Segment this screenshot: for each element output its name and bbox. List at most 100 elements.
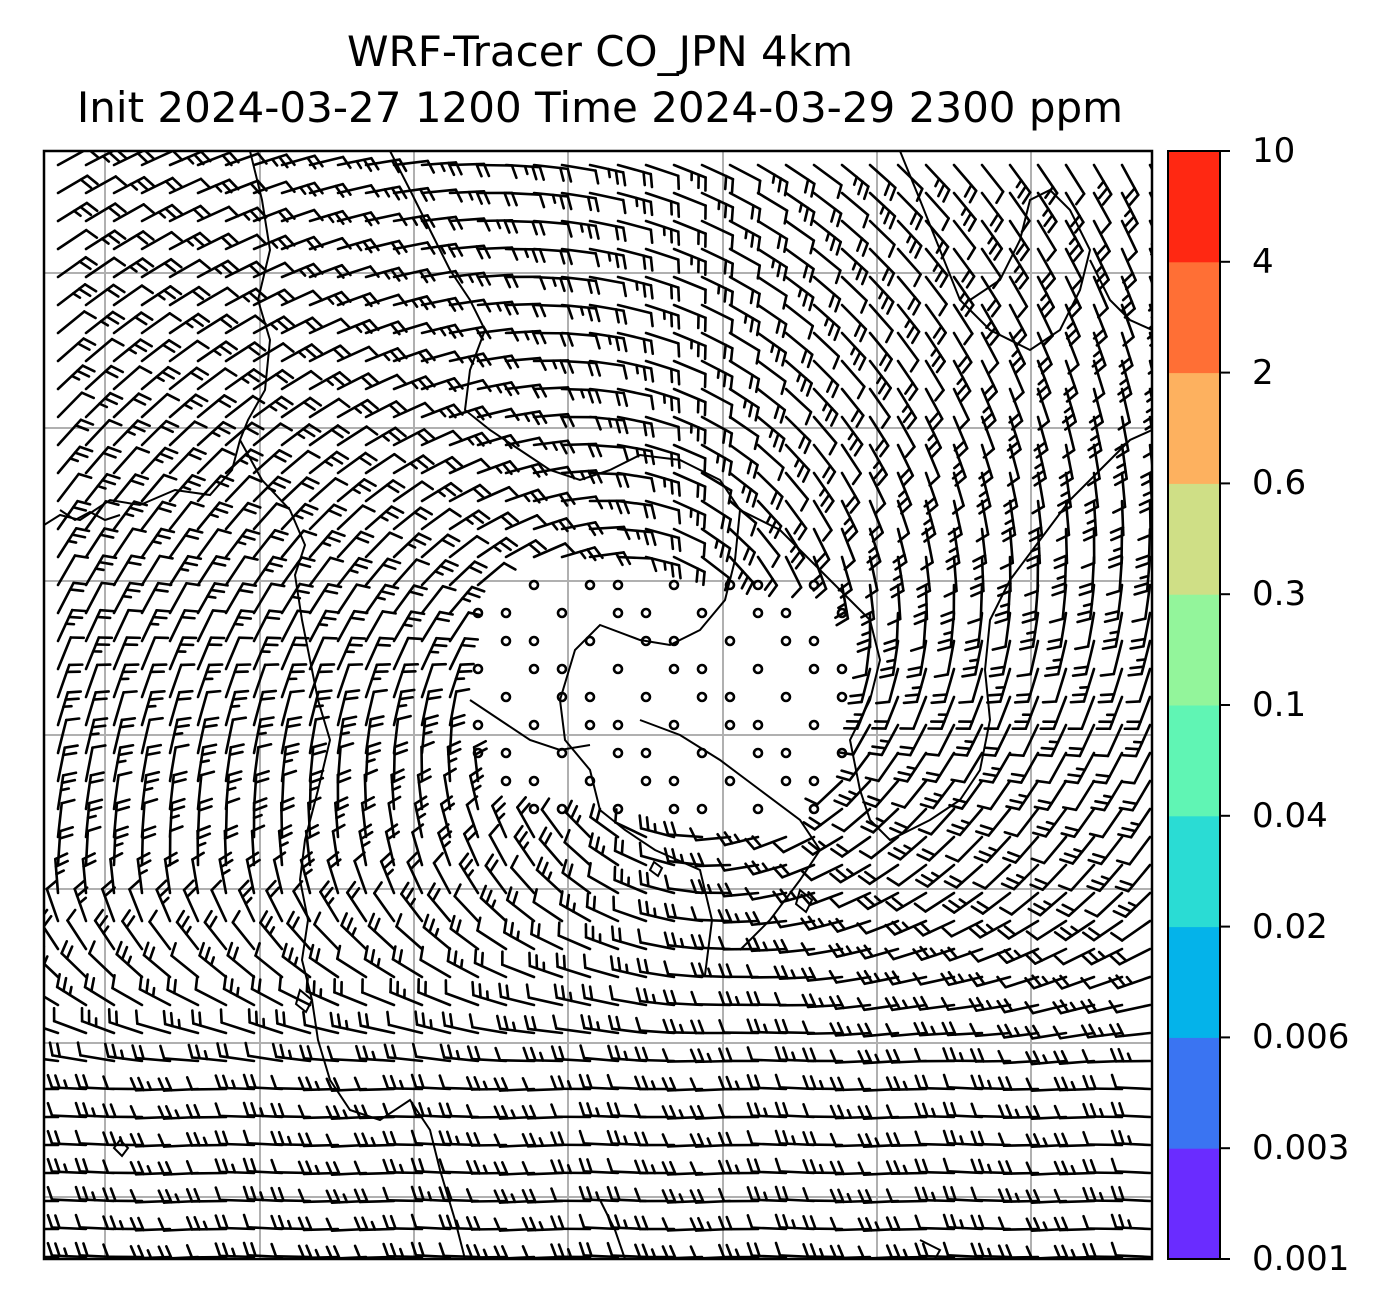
wind-barb bbox=[84, 663, 112, 699]
wind-barb bbox=[1037, 723, 1068, 758]
wind-barb bbox=[1057, 471, 1073, 515]
wind-barb bbox=[504, 539, 547, 559]
wind-barb bbox=[588, 415, 629, 435]
wind-barb bbox=[112, 825, 129, 867]
wind-barb bbox=[1032, 807, 1068, 838]
wind-barb bbox=[644, 387, 681, 414]
wind-barb bbox=[390, 768, 406, 811]
wind-barb bbox=[364, 400, 408, 419]
wind-barb bbox=[44, 1143, 60, 1147]
wind-barb bbox=[302, 1010, 340, 1035]
wind-barb bbox=[868, 471, 887, 515]
wind-barb bbox=[140, 716, 164, 755]
wind-barb bbox=[946, 807, 984, 837]
wind-barb bbox=[140, 419, 180, 447]
wind-barb bbox=[784, 163, 816, 198]
wind-barb bbox=[379, 851, 396, 895]
wind-barb bbox=[772, 863, 816, 879]
wind-barb bbox=[644, 527, 682, 553]
wind-barb bbox=[1052, 1025, 1096, 1040]
wind-barb bbox=[382, 1102, 424, 1119]
wind-barb bbox=[168, 204, 212, 223]
wind-barb bbox=[644, 275, 681, 302]
wind-barb bbox=[361, 978, 396, 1007]
wind-barb bbox=[1120, 751, 1152, 785]
wind-barb bbox=[912, 972, 956, 986]
wind-barb bbox=[840, 415, 864, 457]
wind-barb bbox=[420, 533, 461, 559]
coastline-segment bbox=[44, 151, 272, 526]
wind-barb bbox=[968, 919, 1012, 939]
wind-barb bbox=[700, 247, 734, 278]
wind-barb bbox=[784, 275, 815, 312]
wind-barb bbox=[868, 303, 894, 344]
wind-barb bbox=[420, 688, 444, 727]
wind-barb bbox=[1044, 639, 1068, 678]
wind-barb bbox=[44, 1087, 60, 1091]
wind-barb bbox=[140, 257, 183, 279]
wind-barb bbox=[336, 636, 366, 671]
wind-barb bbox=[488, 823, 508, 867]
wind-barb bbox=[973, 835, 1012, 864]
wind-barb bbox=[250, 824, 266, 867]
wind-barb bbox=[756, 359, 787, 396]
wind-barb bbox=[1048, 583, 1068, 624]
wind-barb bbox=[175, 909, 200, 951]
wind-barb bbox=[331, 823, 346, 867]
wind-barb bbox=[140, 743, 163, 783]
wind-barb bbox=[672, 247, 707, 276]
wind-barb-calm bbox=[640, 635, 652, 647]
wind-barb bbox=[672, 191, 707, 220]
wind-barb bbox=[535, 856, 564, 895]
wind-barb bbox=[700, 499, 732, 534]
wind-barb bbox=[616, 247, 654, 272]
wind-barb-calm bbox=[668, 579, 680, 591]
wind-barb bbox=[168, 743, 190, 783]
wind-barb-calm bbox=[752, 607, 764, 619]
wind-barb bbox=[382, 1186, 424, 1203]
wind-barb bbox=[868, 443, 888, 486]
wind-barb-calm bbox=[668, 803, 680, 815]
wind-barb bbox=[801, 993, 844, 1009]
wind-barb bbox=[1110, 1101, 1152, 1119]
wind-barb bbox=[441, 1011, 480, 1035]
wind-barb bbox=[168, 420, 208, 447]
wind-barb bbox=[56, 717, 81, 755]
wind-barb bbox=[840, 303, 868, 343]
wind-barb bbox=[1101, 611, 1124, 651]
wind-barb bbox=[138, 975, 172, 1007]
wind-barb bbox=[364, 557, 402, 587]
wind-barb bbox=[812, 247, 842, 285]
wind-barb bbox=[991, 611, 1012, 651]
wind-barb bbox=[416, 767, 432, 811]
wind-barb bbox=[140, 312, 182, 335]
wind-barb bbox=[1110, 1157, 1152, 1175]
wind-barb bbox=[672, 443, 707, 473]
wind-barb bbox=[168, 770, 188, 811]
wind-barb bbox=[392, 584, 428, 615]
wind-barb bbox=[448, 637, 480, 671]
colorbar-segment bbox=[1168, 1148, 1220, 1260]
wind-barb bbox=[308, 317, 352, 335]
wind-barb bbox=[112, 500, 149, 531]
wind-barb bbox=[218, 851, 234, 895]
wind-barb bbox=[896, 247, 922, 288]
wind-barb bbox=[997, 1049, 1040, 1065]
wind-barb bbox=[504, 383, 548, 399]
wind-barb bbox=[871, 695, 900, 730]
wind-barb bbox=[136, 851, 152, 895]
wind-barb bbox=[924, 331, 946, 374]
wind-barb bbox=[336, 398, 379, 419]
wind-barb bbox=[896, 275, 922, 316]
wind-barb bbox=[968, 996, 1012, 1012]
wind-barb bbox=[286, 910, 312, 951]
wind-barb bbox=[420, 481, 463, 503]
wind-barb bbox=[616, 331, 655, 356]
wind-barb bbox=[588, 219, 627, 242]
colorbar-segment bbox=[1168, 815, 1220, 928]
wind-barb bbox=[1067, 695, 1096, 731]
wind-barb bbox=[364, 583, 400, 615]
wind-barb bbox=[196, 313, 239, 335]
wind-barb bbox=[414, 1010, 452, 1035]
colorbar-tick-label: 0.1 bbox=[1252, 685, 1307, 725]
